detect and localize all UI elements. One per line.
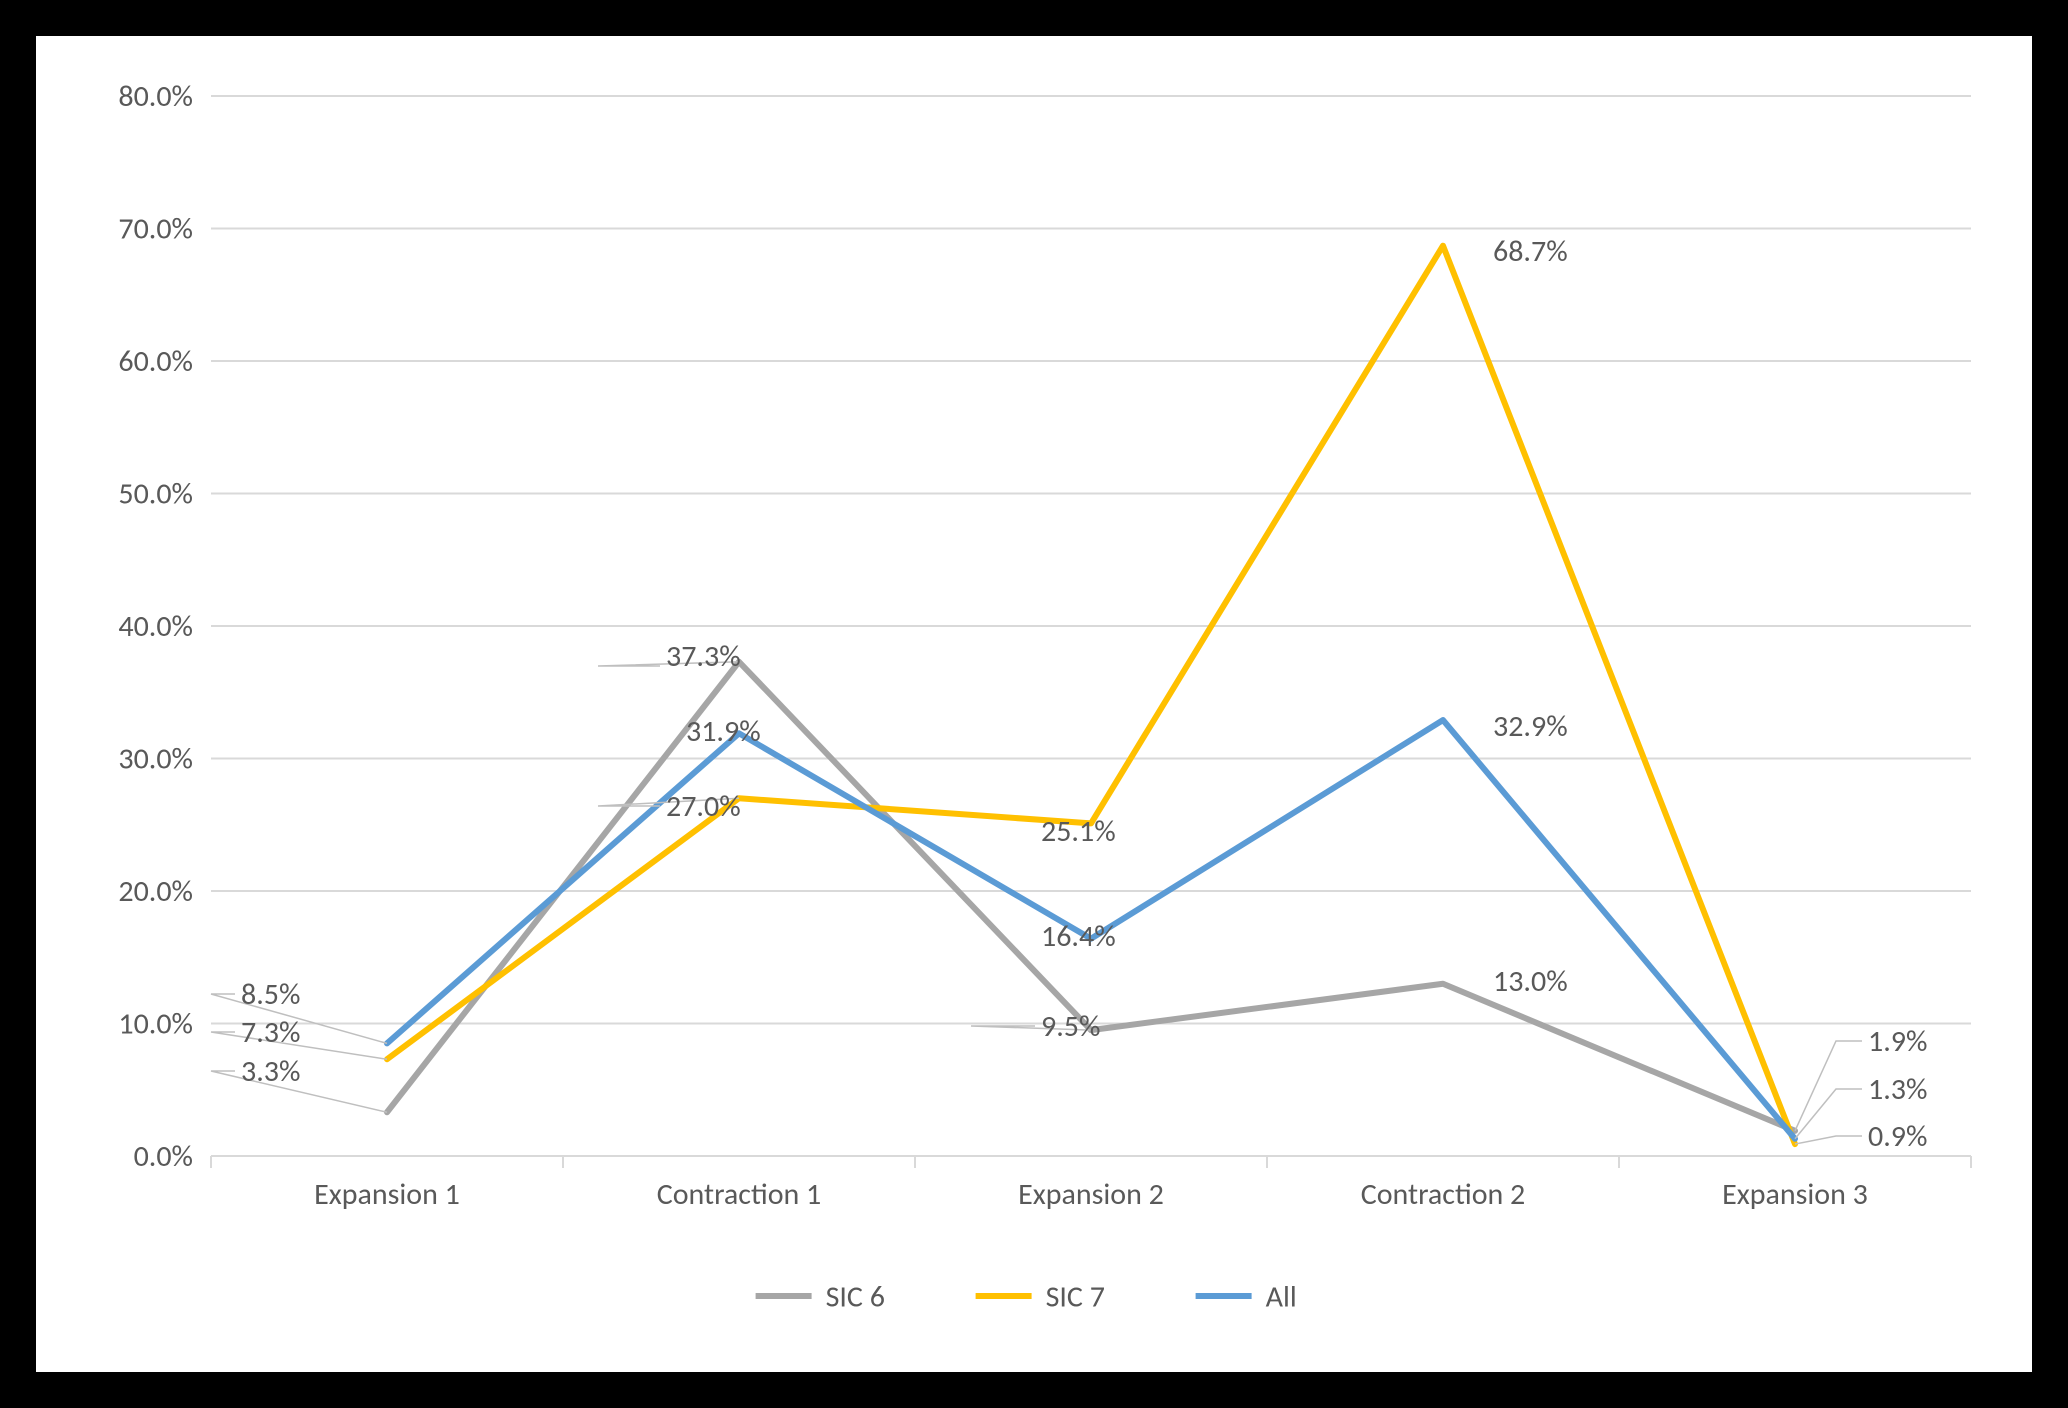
y-axis-label: 60.0% — [118, 343, 193, 380]
legend-label: All — [1266, 1279, 1297, 1316]
data-label: 7.3% — [241, 1014, 300, 1051]
y-axis-label: 10.0% — [118, 1006, 193, 1043]
data-label: 25.1% — [1041, 813, 1116, 850]
x-axis-label: Expansion 2 — [1018, 1176, 1164, 1213]
y-axis-label: 70.0% — [118, 211, 193, 248]
data-label: 1.9% — [1868, 1023, 1927, 1060]
x-axis-label: Contraction 2 — [1361, 1176, 1526, 1213]
data-label: 37.3% — [666, 638, 741, 675]
data-label: 16.4% — [1041, 918, 1116, 955]
legend-label: SIC 7 — [1046, 1279, 1105, 1316]
y-axis-label: 30.0% — [118, 741, 193, 778]
y-axis-label: 80.0% — [118, 78, 193, 115]
leader-line — [1795, 1089, 1862, 1139]
x-axis-label: Contraction 1 — [657, 1176, 822, 1213]
data-label: 68.7% — [1493, 233, 1568, 270]
data-label: 3.3% — [241, 1053, 300, 1090]
data-label: 13.0% — [1493, 963, 1568, 1000]
data-label: 31.9% — [686, 713, 761, 750]
leader-line — [1795, 1136, 1862, 1144]
y-axis-label: 40.0% — [118, 608, 193, 645]
data-label: 32.9% — [1493, 708, 1568, 745]
data-label: 27.0% — [666, 788, 741, 825]
chart-frame: 0.0% 10.0% 20.0% 30.0% 40.0% 50.0% 60.0% 70.0% 8… — [36, 36, 2032, 1372]
x-axis-label: Expansion 1 — [314, 1176, 460, 1213]
data-label: 9.5% — [1041, 1008, 1100, 1045]
line-chart: 0.0% 10.0% 20.0% 30.0% 40.0% 50.0% 60.0% 70.0% 8… — [36, 36, 2032, 1372]
y-axis-label: 0.0% — [134, 1138, 193, 1175]
legend-label: SIC 6 — [826, 1279, 885, 1316]
leader-line — [1795, 1041, 1862, 1131]
x-axis-label: Expansion 3 — [1722, 1176, 1868, 1213]
y-axis-label: 50.0% — [118, 476, 193, 513]
series-line — [387, 662, 1795, 1131]
data-label: 1.3% — [1868, 1071, 1927, 1108]
y-axis-label: 20.0% — [118, 873, 193, 910]
data-label: 0.9% — [1868, 1118, 1927, 1155]
data-label: 8.5% — [241, 976, 300, 1013]
